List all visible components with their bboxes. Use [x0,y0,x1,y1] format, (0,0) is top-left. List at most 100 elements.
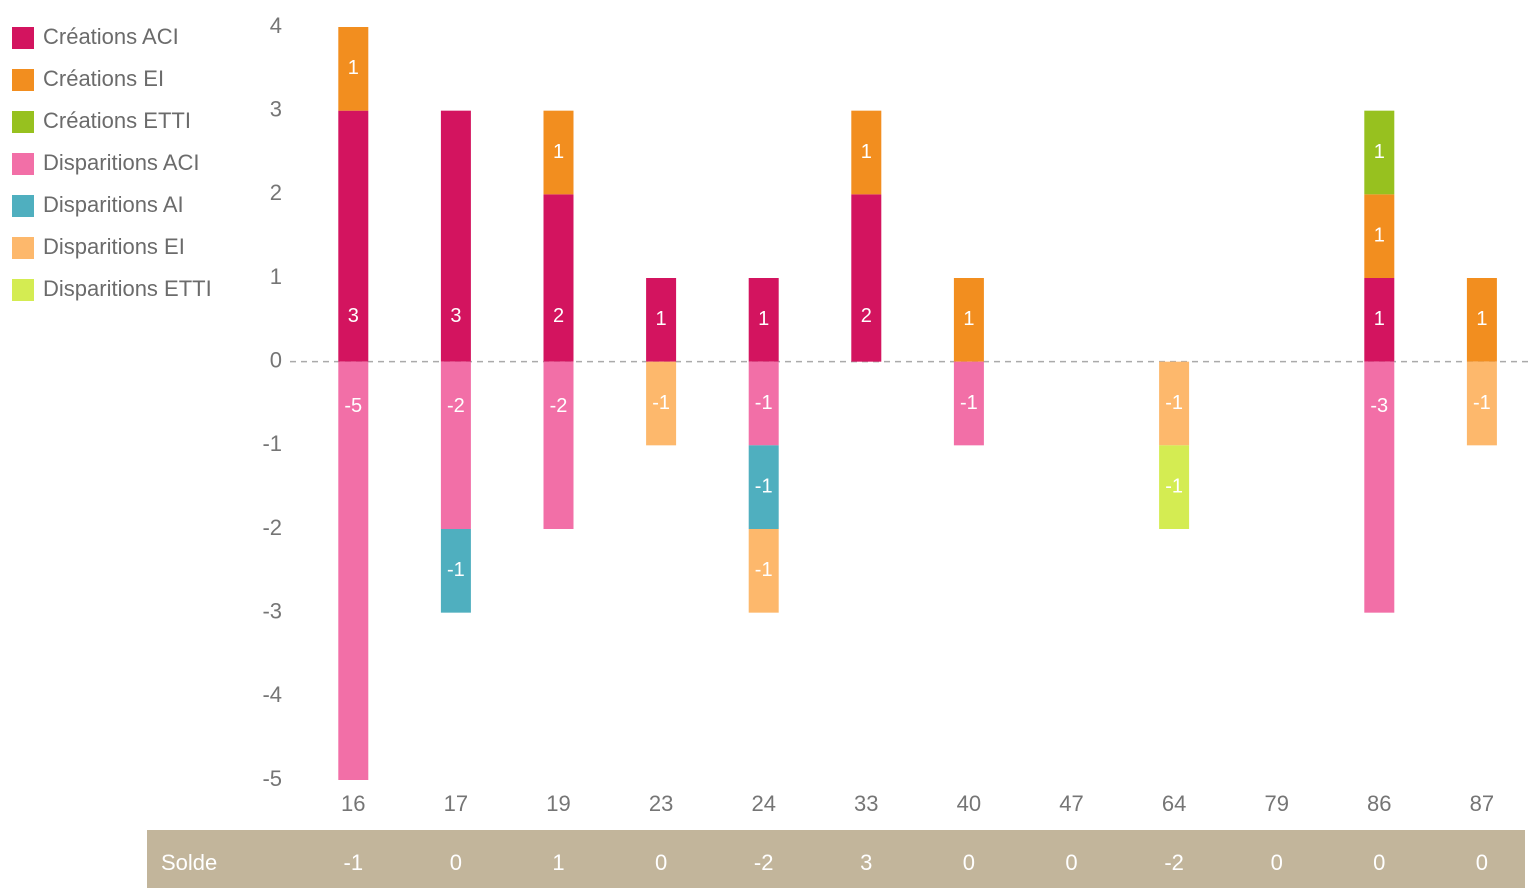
data-label: 1 [963,308,974,330]
y-tick-label: -1 [262,431,282,456]
data-label: 1 [1374,141,1385,163]
bar-segment [1159,361,1190,446]
x-tick-label: 17 [444,791,468,816]
data-label: 1 [1374,224,1385,246]
data-label: -1 [1473,392,1491,414]
solde-value: 0 [1476,850,1488,875]
y-tick-label: -3 [262,598,282,623]
y-tick-label: -4 [262,682,282,707]
data-label: 1 [656,308,667,330]
solde-value: 1 [552,850,564,875]
bar-segment [440,361,471,529]
solde-value: 0 [1065,850,1077,875]
solde-band [147,830,1525,888]
data-label: -1 [447,559,465,581]
bar-segment [646,361,677,446]
legend-swatch [12,195,34,217]
solde-value: -2 [754,850,774,875]
data-label: -1 [652,392,670,414]
solde-value: -1 [344,850,364,875]
x-tick-label: 40 [957,791,981,816]
y-tick-label: 1 [270,264,282,289]
legend-label: Créations EI [43,66,164,91]
bar-segment [1159,445,1190,529]
bar-segment [1466,278,1497,362]
solde-label: Solde [161,850,217,875]
solde-value: 0 [1271,850,1283,875]
bar-segment [440,110,471,362]
data-label: -1 [755,392,773,414]
legend-label: Créations ACI [43,24,179,49]
y-tick-label: 3 [270,96,282,121]
data-label: 1 [1476,308,1487,330]
solde-value: -2 [1164,850,1184,875]
x-tick-label: 64 [1162,791,1186,816]
data-label: 1 [553,141,564,163]
bar-segment [440,529,471,613]
data-label: -2 [550,395,568,417]
legend-swatch [12,111,34,133]
solde-value: 0 [1373,850,1385,875]
bar-segment [851,194,882,362]
data-label: 1 [758,308,769,330]
legend-label: Disparitions EI [43,234,185,259]
bar-segment [851,110,882,195]
data-label: 1 [861,141,872,163]
data-label: -1 [755,475,773,497]
bar-segment [543,361,574,529]
bar-segment [1364,194,1395,278]
y-tick-label: 0 [270,347,282,372]
legend-swatch [12,27,34,49]
bar-segment [338,27,369,111]
data-label: -2 [447,395,465,417]
x-tick-label: 24 [751,791,775,816]
legend-swatch [12,69,34,91]
x-tick-label: 23 [649,791,673,816]
y-tick-label: 4 [270,13,282,38]
bar-segment [543,194,574,362]
legend-label: Créations ETTI [43,108,191,133]
legend-label: Disparitions ACI [43,150,200,175]
solde-value: 3 [860,850,872,875]
x-tick-label: 87 [1470,791,1494,816]
solde-value: 0 [450,850,462,875]
bar-segment [953,278,984,362]
legend-label: Disparitions ETTI [43,276,212,301]
data-label: -1 [960,392,978,414]
data-label: -1 [1165,392,1183,414]
data-label: -1 [755,559,773,581]
bar-segment [338,361,369,780]
y-tick-label: -2 [262,515,282,540]
legend-swatch [12,237,34,259]
x-tick-label: 86 [1367,791,1391,816]
data-label: 2 [553,305,564,327]
bar-segment [1466,361,1497,446]
bar-segment [953,361,984,446]
solde-value: 0 [963,850,975,875]
legend-swatch [12,153,34,175]
data-label: 1 [1374,308,1385,330]
bar-segment [748,278,779,362]
x-tick-label: 33 [854,791,878,816]
data-label: -1 [1165,475,1183,497]
data-label: 3 [450,305,461,327]
y-tick-label: 2 [270,180,282,205]
y-tick-label: -5 [262,766,282,791]
legend-label: Disparitions AI [43,192,184,217]
data-label: 2 [861,305,872,327]
bar-segment [646,278,677,362]
x-tick-label: 79 [1264,791,1288,816]
x-tick-label: 16 [341,791,365,816]
bar-segment [1364,361,1395,613]
data-label: 1 [348,57,359,79]
solde-value: 0 [655,850,667,875]
data-label: 3 [348,305,359,327]
bar-segment [748,529,779,613]
legend-swatch [12,279,34,301]
bar-segment [748,361,779,446]
data-label: -3 [1370,395,1388,417]
bar-segment [1364,110,1395,195]
bar-segment [543,110,574,195]
data-label: -5 [344,395,362,417]
